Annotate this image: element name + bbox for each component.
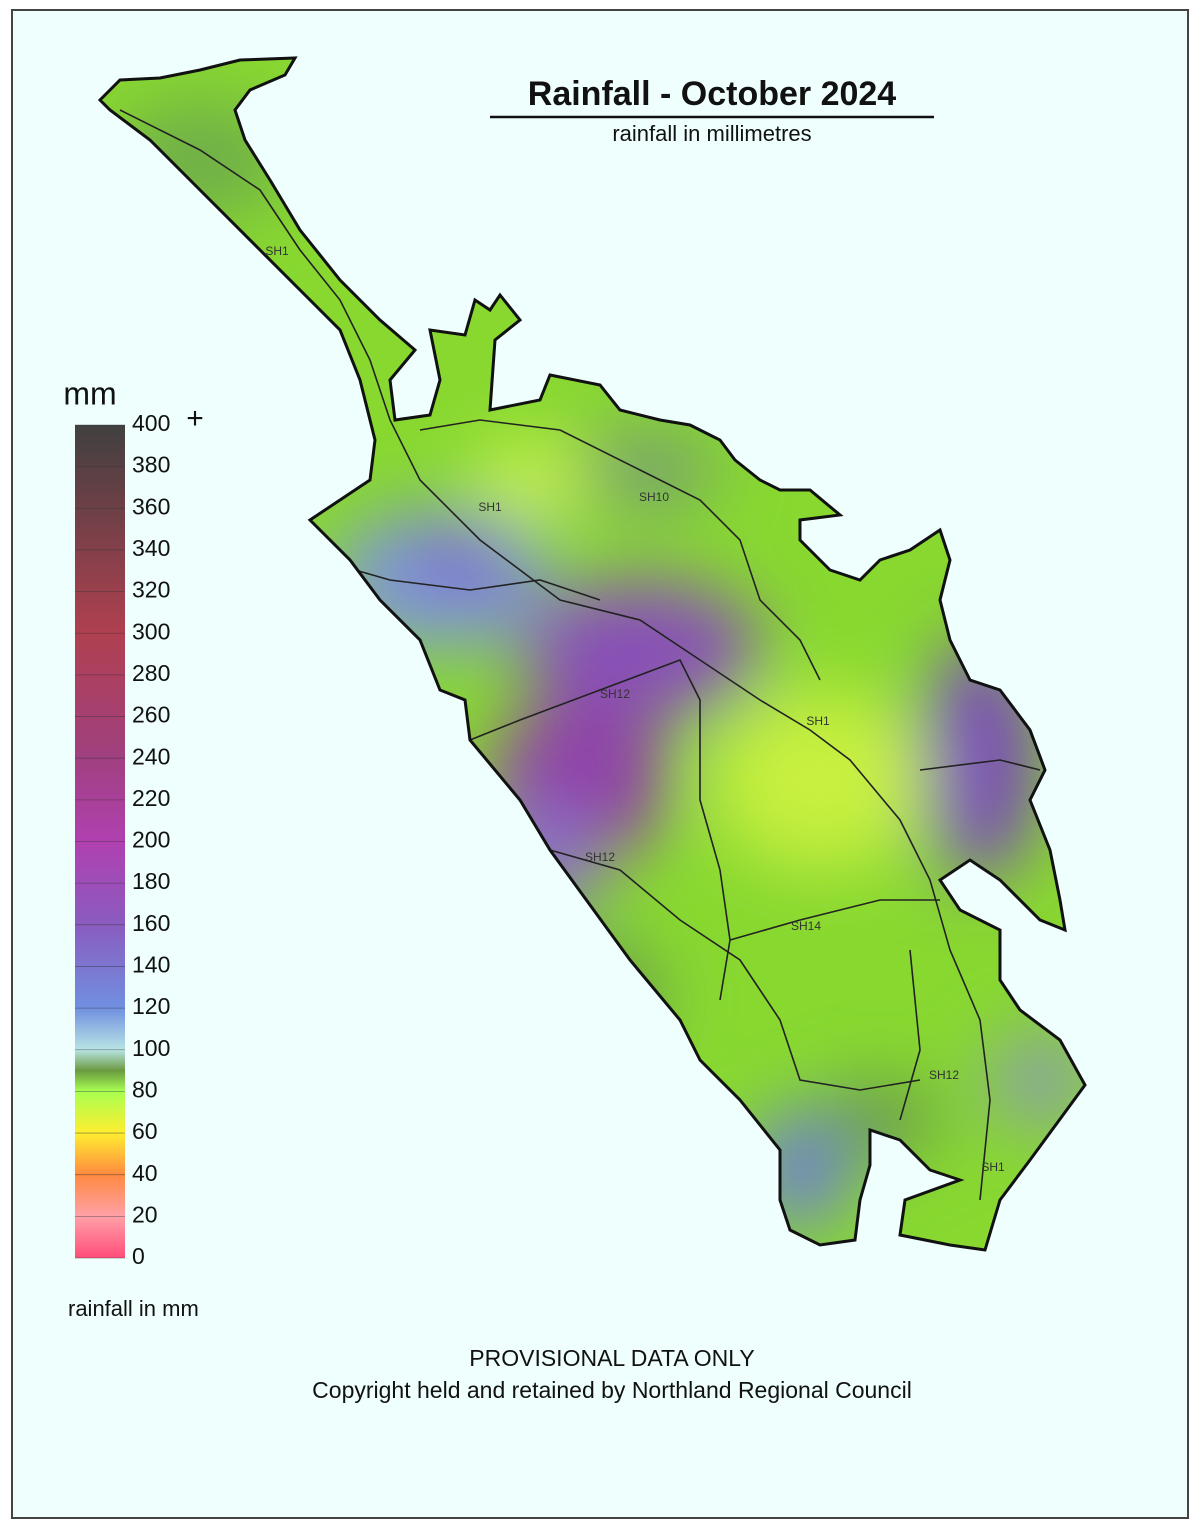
legend-tick-label: 100 bbox=[132, 1035, 170, 1061]
legend-tick-label: 320 bbox=[132, 577, 170, 603]
legend-tick-label: 140 bbox=[132, 952, 170, 978]
legend-tick-label: 20 bbox=[132, 1201, 158, 1227]
road-labels: SH1 SH1 SH10 SH12 SH1 SH12 SH14 SH12 SH1 bbox=[265, 244, 1005, 1174]
legend-tick-label: 360 bbox=[132, 493, 170, 519]
road-label: SH12 bbox=[929, 1068, 959, 1082]
legend-tick-label: 400 bbox=[132, 410, 170, 436]
legend-caption: rainfall in mm bbox=[68, 1296, 199, 1321]
footer-note: PROVISIONAL DATA ONLY bbox=[469, 1345, 754, 1371]
road-label: SH10 bbox=[639, 490, 669, 504]
legend-plus: + bbox=[186, 402, 204, 435]
legend-tick-label: 380 bbox=[132, 452, 170, 478]
legend-tick-label: 280 bbox=[132, 660, 170, 686]
legend-tick-label: 60 bbox=[132, 1118, 158, 1144]
legend-tick-label: 80 bbox=[132, 1076, 158, 1102]
road-label: SH1 bbox=[806, 714, 830, 728]
legend-tick-label: 340 bbox=[132, 535, 170, 561]
footer-copyright: Copyright held and retained by Northland… bbox=[312, 1377, 912, 1403]
legend-tick-label: 160 bbox=[132, 910, 170, 936]
legend-tick-label: 120 bbox=[132, 993, 170, 1019]
road-label: SH12 bbox=[600, 687, 630, 701]
road-label: SH1 bbox=[981, 1160, 1005, 1174]
road-label: SH1 bbox=[478, 500, 502, 514]
road-label: SH12 bbox=[585, 850, 615, 864]
legend-tick-label: 260 bbox=[132, 702, 170, 728]
legend-tick-label: 180 bbox=[132, 868, 170, 894]
legend-ticks: 0 20 40 60 80 100 120 140 160 180 200 220 240 260 280 3… bbox=[75, 410, 170, 1269]
subtitle: rainfall in millimetres bbox=[612, 121, 811, 146]
legend-unit: mm bbox=[63, 375, 116, 411]
legend-tick-label: 0 bbox=[132, 1243, 145, 1269]
road-label: SH1 bbox=[265, 244, 289, 258]
legend-tick-label: 40 bbox=[132, 1160, 158, 1186]
legend-tick-label: 300 bbox=[132, 618, 170, 644]
roads bbox=[119, 109, 1041, 1201]
legend-tick-label: 200 bbox=[132, 827, 170, 853]
title: Rainfall - October 2024 bbox=[528, 75, 897, 113]
legend-tick-label: 220 bbox=[132, 785, 170, 811]
legend-tick-label: 240 bbox=[132, 743, 170, 769]
road-label: SH14 bbox=[791, 919, 821, 933]
